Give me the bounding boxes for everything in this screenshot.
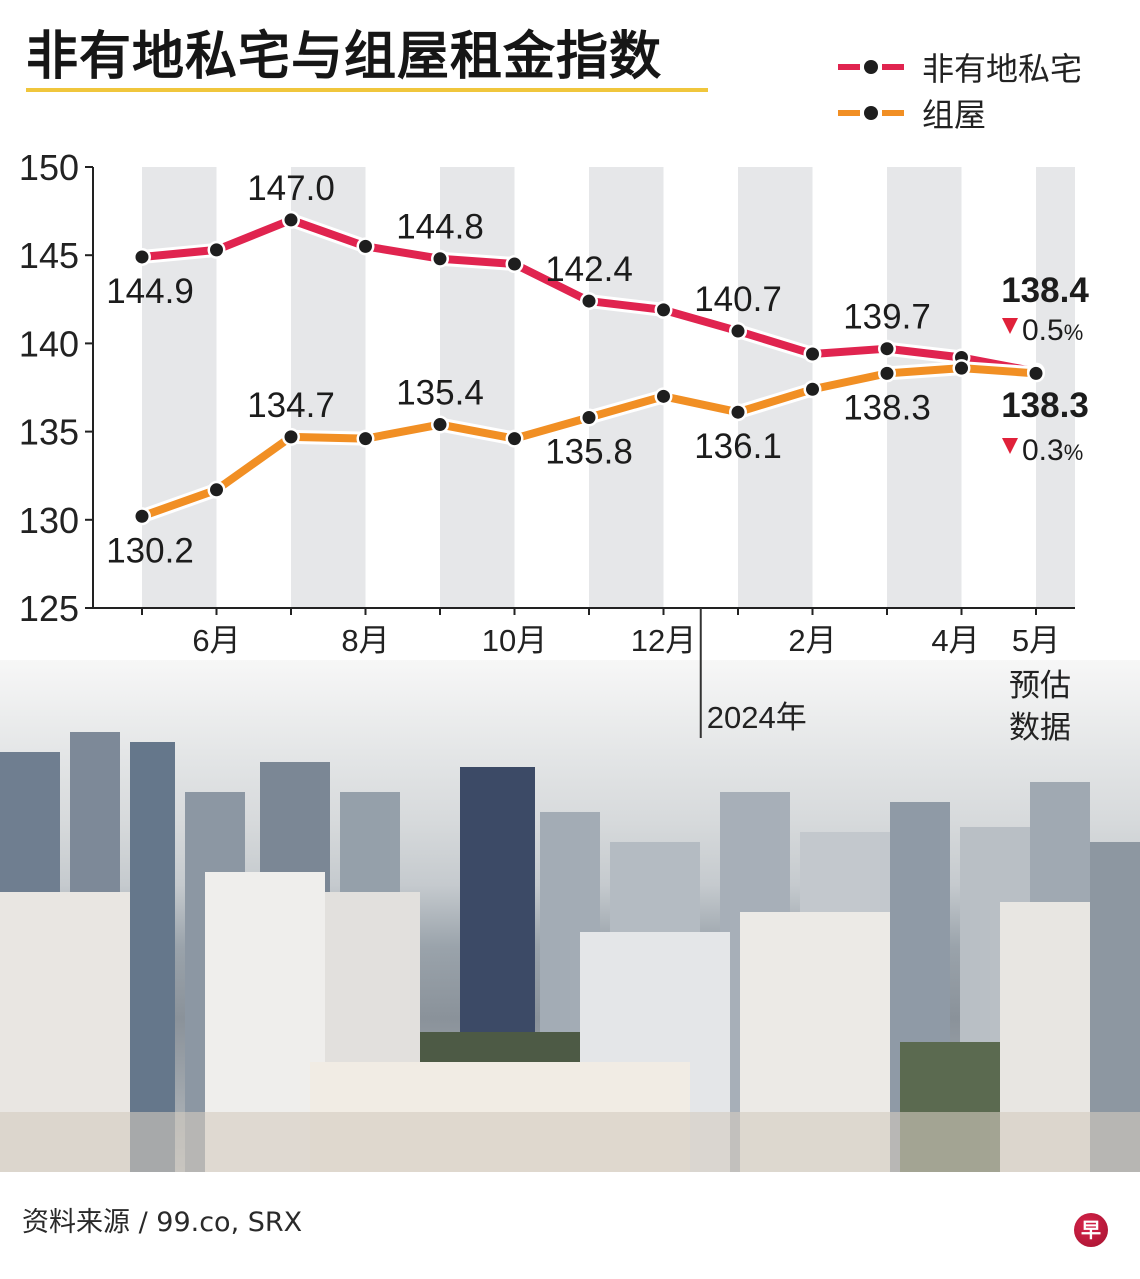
legend-item-hdb: 组屋 [838, 90, 1082, 136]
y-tick-label: 150 [19, 147, 79, 188]
building-shape [0, 1112, 1140, 1172]
legend-marker-icon [864, 60, 878, 74]
hdb-point [657, 389, 670, 403]
series-markers [133, 210, 1045, 526]
legend-label-private: 非有地私宅 [922, 50, 1083, 88]
hdb-final-value: 138.3 [1001, 386, 1089, 425]
y-tick-label: 145 [19, 235, 79, 276]
background-stripes [142, 167, 1075, 608]
down-arrow-icon [1002, 438, 1018, 454]
private-point [806, 347, 819, 361]
chart-title: 非有地私宅与组屋租金指数 [26, 27, 663, 87]
private-point [433, 252, 447, 266]
title-underline [26, 88, 708, 92]
private-point [582, 294, 596, 308]
private-change: 0.5% [1022, 314, 1083, 347]
legend: 非有地私宅 组屋 [838, 44, 1082, 136]
estimate-note: 数据 [1009, 710, 1071, 745]
axes: 2024年 [87, 166, 1075, 738]
x-tick-label: 8月 [341, 623, 389, 658]
x-tick-label: 12月 [631, 623, 696, 658]
y-tick-label: 125 [19, 588, 79, 629]
skyline-photo [0, 660, 1140, 1172]
legend-swatch-hdb-icon [838, 103, 904, 123]
x-tick-label: 4月 [931, 623, 979, 658]
background-stripe [142, 167, 217, 608]
percent-sign: % [1064, 440, 1084, 465]
x-tick-label: 6月 [192, 623, 240, 658]
data-label: 147.0 [247, 169, 335, 208]
private-point [657, 303, 670, 317]
year-label: 2024年 [707, 700, 807, 735]
legend-line-segment [882, 110, 904, 116]
line-chart: 2024年 125 130 135 140 145 150 6月 8月 10月 12月 2月 4月 5… [19, 147, 1089, 745]
hdb-point [955, 361, 968, 375]
legend-line-segment [838, 110, 860, 116]
legend-marker-icon [864, 106, 878, 120]
estimate-note: 预估 [1009, 668, 1071, 703]
hdb-point [284, 430, 298, 444]
private-point [210, 243, 223, 257]
data-label: 134.7 [247, 386, 335, 425]
background-stripe [589, 167, 664, 608]
building-shape [130, 742, 175, 1172]
down-arrow-icon [1002, 318, 1018, 334]
legend-label-hdb: 组屋 [922, 96, 987, 134]
source-note: 资料来源 / 99.co, SRX [22, 1207, 303, 1238]
data-label: 140.7 [694, 280, 782, 319]
data-label: 135.4 [396, 374, 484, 413]
private-point [284, 213, 298, 227]
data-label: 144.9 [106, 272, 194, 311]
data-label: 139.7 [843, 298, 931, 337]
private-point [880, 342, 894, 356]
x-tick-label: 10月 [482, 623, 547, 658]
hdb-point [508, 432, 521, 446]
data-label: 130.2 [106, 531, 194, 570]
y-axis-ticks: 125 130 135 140 145 150 [19, 147, 93, 629]
background-stripe [887, 167, 962, 608]
y-tick-label: 140 [19, 323, 79, 364]
private-point [731, 324, 745, 338]
final-value-annotations: 138.4 0.5% 138.3 0.3% [1001, 271, 1089, 467]
hdb-point [1029, 366, 1043, 380]
data-label: 136.1 [694, 427, 782, 466]
data-label: 142.4 [545, 250, 633, 289]
data-label: 135.8 [545, 432, 633, 471]
hdb-point [731, 405, 745, 419]
legend-line-segment [882, 64, 904, 70]
data-label: 138.3 [843, 388, 931, 427]
private-point [508, 257, 521, 271]
background-stripe [1036, 167, 1075, 608]
data-labels: 144.9 147.0 144.8 142.4 140.7 139.7 130.2 134.7… [106, 169, 931, 570]
y-tick-label: 130 [19, 500, 79, 541]
background-stripe [440, 167, 515, 608]
x-tick-label: 5月 [1012, 623, 1060, 658]
hdb-point [135, 509, 149, 523]
hdb-point [880, 366, 894, 380]
legend-line-segment [838, 64, 860, 70]
hdb-point [433, 418, 447, 432]
hdb-point [359, 432, 372, 446]
private-point [359, 239, 372, 253]
legend-swatch-private-icon [838, 57, 904, 77]
legend-item-private: 非有地私宅 [838, 44, 1082, 90]
x-tick-label: 2月 [788, 623, 836, 658]
hdb-point [806, 382, 819, 396]
percent-sign: % [1064, 320, 1084, 345]
private-point [135, 250, 149, 264]
hdb-change: 0.3% [1022, 434, 1083, 467]
y-tick-label: 135 [19, 412, 79, 453]
hdb-point [210, 483, 223, 497]
zaobao-logo-icon: 早 [1074, 1213, 1108, 1247]
hdb-point [582, 410, 596, 424]
private-final-value: 138.4 [1001, 271, 1089, 310]
data-label: 144.8 [396, 208, 484, 247]
